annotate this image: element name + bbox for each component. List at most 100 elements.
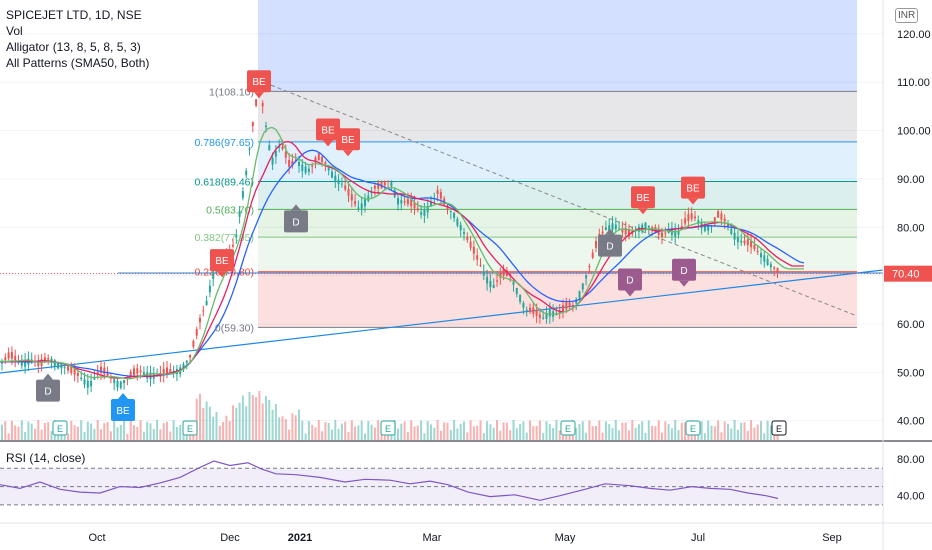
candle-body xyxy=(654,226,657,233)
volume-bar xyxy=(519,423,522,440)
earnings-marker[interactable] xyxy=(771,420,787,436)
candle-body xyxy=(146,372,149,379)
candle-body xyxy=(70,366,73,373)
pattern-marker[interactable] xyxy=(618,268,642,291)
rsi-line[interactable] xyxy=(0,460,779,501)
volume-bar xyxy=(558,430,561,440)
pattern-marker[interactable] xyxy=(111,398,135,421)
candle-body xyxy=(80,377,83,380)
pattern-marker-label: BE xyxy=(686,184,700,195)
volume-bar xyxy=(575,428,578,440)
symbol-title[interactable]: SPICEJET LTD, 1D, NSE xyxy=(6,8,142,22)
earnings-marker[interactable] xyxy=(685,420,701,436)
fib-level-label: 0(59.30) xyxy=(215,322,254,334)
volume-bar xyxy=(578,424,581,440)
candle-body xyxy=(618,228,621,230)
volume-bar xyxy=(486,421,489,440)
volume-bar xyxy=(509,430,512,440)
candle-body xyxy=(684,218,687,224)
alligator-teeth-line[interactable] xyxy=(0,140,804,379)
candle-body xyxy=(703,224,706,231)
volume-bar xyxy=(238,402,241,440)
volume-bar xyxy=(109,431,112,440)
earnings-marker[interactable] xyxy=(380,420,396,436)
candle-body xyxy=(347,188,350,196)
pattern-marker[interactable] xyxy=(210,249,234,272)
pattern-marker[interactable] xyxy=(247,70,271,93)
legend-all-patterns[interactable]: All Patterns (SMA50, Both) xyxy=(6,56,150,70)
candle-body xyxy=(235,234,238,238)
volume-bar xyxy=(202,407,205,440)
volume-bar xyxy=(413,426,416,440)
pattern-marker[interactable] xyxy=(631,186,655,209)
candle-body xyxy=(331,171,333,178)
legend-volume[interactable]: Vol xyxy=(6,24,23,38)
candle-body xyxy=(529,307,531,312)
candle-body xyxy=(169,369,172,373)
candle-body xyxy=(24,360,27,367)
volume-bar xyxy=(403,421,406,440)
currency-badge[interactable]: INR xyxy=(895,8,919,23)
volume-bar xyxy=(156,420,159,440)
volume-bar xyxy=(43,422,46,440)
volume-bar xyxy=(235,408,238,440)
candle-body xyxy=(664,232,667,234)
candle-body xyxy=(142,372,145,376)
volume-bar xyxy=(146,421,149,440)
candle-body xyxy=(413,202,416,209)
rsi-tick-label: 40.00 xyxy=(897,491,925,503)
pattern-marker[interactable] xyxy=(672,258,696,281)
volume-bar xyxy=(142,431,145,440)
pattern-marker[interactable] xyxy=(316,118,340,141)
candle-body xyxy=(532,307,535,314)
pattern-marker[interactable] xyxy=(681,176,705,199)
earnings-marker[interactable] xyxy=(52,420,68,436)
candle-body xyxy=(100,366,102,373)
volume-bar xyxy=(710,425,713,440)
volume-bar xyxy=(512,420,515,440)
rsi-legend[interactable]: RSI (14, close) xyxy=(6,451,86,465)
resistance-trendline[interactable] xyxy=(257,79,858,317)
pattern-marker[interactable] xyxy=(336,128,360,151)
volume-bar xyxy=(720,432,723,440)
volume-bar xyxy=(96,420,99,440)
pattern-marker[interactable] xyxy=(598,234,622,257)
candle-body xyxy=(90,380,93,387)
volume-bar xyxy=(70,420,73,440)
pattern-marker[interactable] xyxy=(284,210,308,233)
volume-bar xyxy=(274,404,277,440)
candle-body xyxy=(713,217,716,222)
candle-body xyxy=(377,182,380,189)
pattern-marker[interactable] xyxy=(36,379,60,402)
volume-bar xyxy=(766,420,769,440)
candle-body xyxy=(502,268,505,276)
pattern-marker-pointer xyxy=(688,198,698,205)
volume-bar xyxy=(492,427,495,440)
earnings-marker[interactable] xyxy=(560,420,576,436)
candle-body xyxy=(232,244,234,247)
volume-bar xyxy=(406,432,409,440)
volume-bar xyxy=(228,421,231,440)
candle-body xyxy=(499,272,502,278)
support-trendline[interactable] xyxy=(0,269,884,374)
volume-bar xyxy=(618,430,621,440)
volume-bar xyxy=(459,423,462,440)
candle-body xyxy=(661,232,663,237)
volume-bar xyxy=(76,426,79,440)
volume-bar xyxy=(637,424,640,440)
volume-bar xyxy=(40,429,43,440)
candle-body xyxy=(76,372,79,377)
volume-bar xyxy=(426,421,429,440)
volume-bar xyxy=(90,423,93,440)
volume-bar xyxy=(453,420,456,440)
candle-body xyxy=(588,266,591,268)
candle-body xyxy=(591,252,594,258)
legend-alligator[interactable]: Alligator (13, 8, 5, 8, 5, 3) xyxy=(6,40,141,54)
alligator-lips-line[interactable] xyxy=(0,126,804,380)
volume-bar xyxy=(380,430,383,440)
volume-bar xyxy=(232,405,234,440)
candle-body xyxy=(581,283,584,290)
candle-body xyxy=(515,287,518,294)
earnings-marker[interactable] xyxy=(182,420,198,436)
